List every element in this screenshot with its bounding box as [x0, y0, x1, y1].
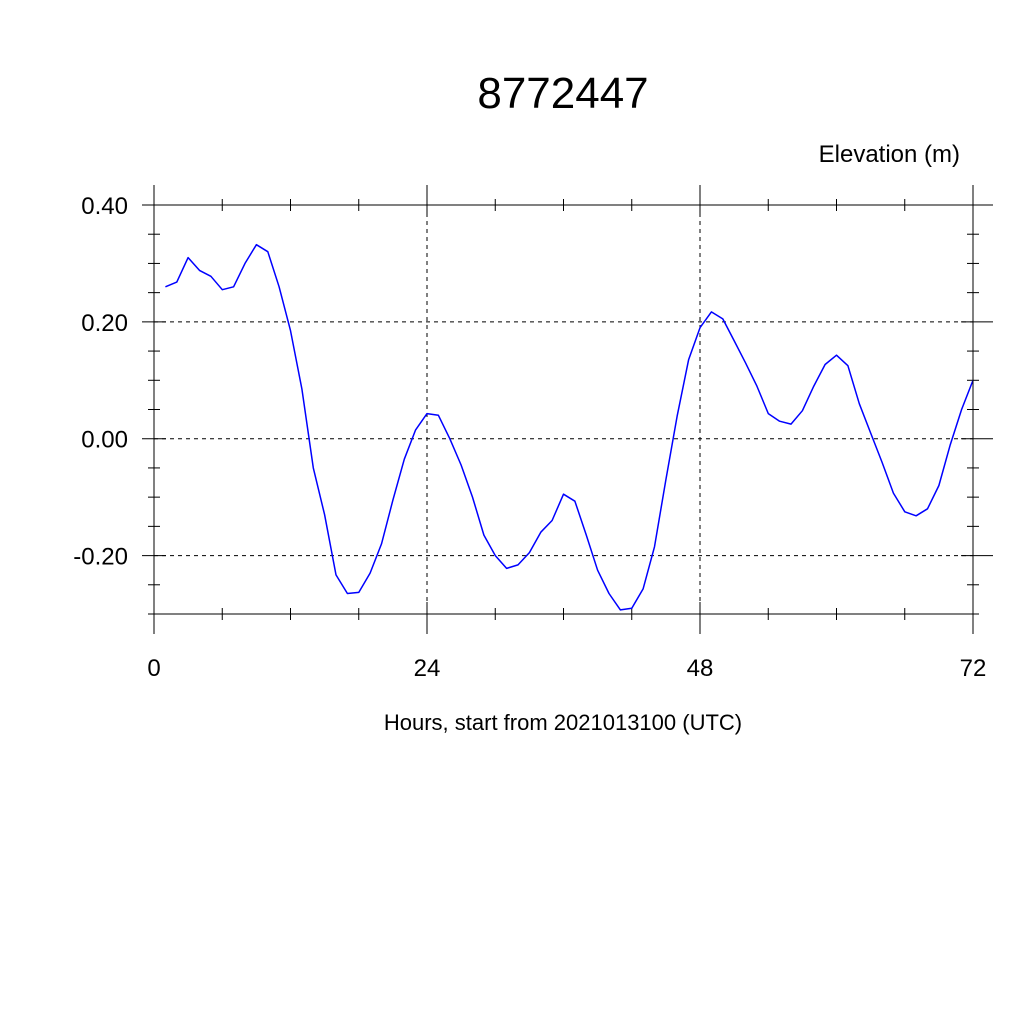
plot-frame	[153, 204, 974, 615]
x-axis-label: Hours, start from 2021013100 (UTC)	[384, 710, 742, 735]
y-tick-label: 0.40	[81, 193, 128, 220]
tick-labels: -0.20 0.00 0.20 0.40 0 24 48 72	[73, 193, 986, 682]
x-tick-label: 24	[414, 655, 441, 682]
y-tick-label: 0.00	[81, 427, 128, 454]
axis-ticks	[142, 185, 993, 634]
series-layer	[165, 243, 974, 611]
x-tick-label: 72	[960, 655, 987, 682]
y-axis-label: Elevation (m)	[819, 141, 960, 168]
y-tick-label: 0.20	[81, 310, 128, 337]
series-line	[165, 243, 974, 611]
grid	[154, 204, 974, 614]
chart-title: 8772447	[477, 69, 648, 118]
x-tick-label: 0	[147, 655, 160, 682]
y-tick-label: -0.20	[73, 544, 128, 571]
x-tick-label: 48	[687, 655, 714, 682]
